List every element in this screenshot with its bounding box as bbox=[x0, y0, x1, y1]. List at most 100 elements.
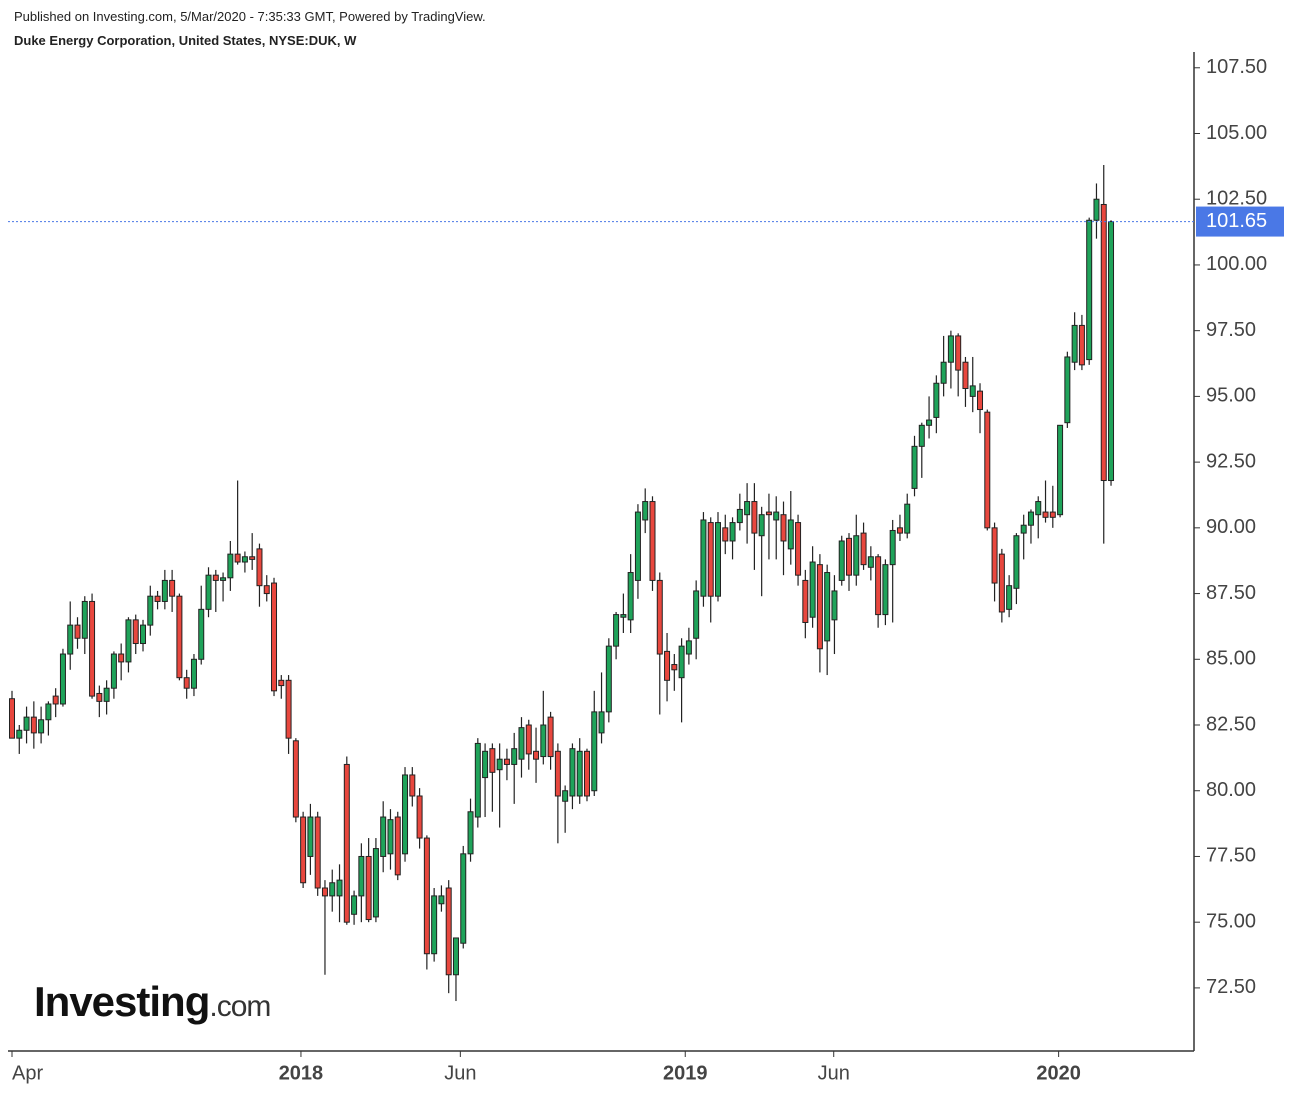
logo-main: Investing bbox=[34, 978, 209, 1025]
candle-body bbox=[569, 748, 576, 797]
candle-body bbox=[1100, 203, 1107, 482]
candle-body bbox=[336, 879, 343, 897]
y-tick-label: 95.00 bbox=[1206, 385, 1256, 407]
logo: Investing.com bbox=[34, 978, 270, 1025]
candle-body bbox=[1108, 221, 1115, 482]
y-tick-label: 72.50 bbox=[1206, 976, 1256, 998]
candle-body bbox=[613, 614, 620, 647]
candle-body bbox=[525, 724, 532, 755]
candle-body bbox=[846, 537, 853, 576]
candle-body bbox=[1086, 219, 1093, 361]
candle-body bbox=[787, 519, 794, 550]
candle-body bbox=[642, 501, 649, 521]
candle-body bbox=[220, 577, 227, 581]
candle-body bbox=[824, 572, 831, 642]
x-tick-label: Jun bbox=[818, 1062, 850, 1084]
candle-body bbox=[234, 553, 241, 563]
candle-body bbox=[962, 361, 969, 390]
candle-body bbox=[45, 703, 52, 721]
candle-body bbox=[896, 527, 903, 534]
candle-body bbox=[751, 501, 758, 534]
candle-body bbox=[474, 742, 481, 818]
candle-body bbox=[445, 887, 452, 976]
candle-body bbox=[81, 600, 88, 639]
y-tick-label: 102.50 bbox=[1206, 188, 1267, 210]
candle-body bbox=[634, 511, 641, 581]
candle-body bbox=[125, 619, 132, 663]
candle-body bbox=[372, 848, 379, 918]
candle-body bbox=[598, 711, 605, 734]
candle-body bbox=[765, 511, 772, 516]
candle-body bbox=[59, 653, 66, 705]
candle-body bbox=[707, 522, 714, 597]
x-tick-label: Apr bbox=[12, 1062, 43, 1084]
candle-body bbox=[911, 445, 918, 489]
candle-body bbox=[96, 692, 103, 702]
candle-body bbox=[1049, 511, 1056, 518]
candle-body bbox=[489, 748, 496, 773]
candle-body bbox=[380, 816, 387, 857]
candle-body bbox=[671, 664, 678, 671]
candle-body bbox=[554, 750, 561, 797]
candle-body bbox=[292, 740, 299, 818]
candle-body bbox=[169, 579, 176, 597]
candle-body bbox=[1027, 511, 1034, 526]
candle-body bbox=[969, 385, 976, 397]
candle-body bbox=[365, 855, 372, 921]
candle-body bbox=[802, 579, 809, 623]
y-tick-label: 105.00 bbox=[1206, 122, 1267, 144]
candle-body bbox=[263, 585, 270, 595]
candle-body bbox=[1042, 511, 1049, 518]
candle-body bbox=[496, 758, 503, 771]
candle-body bbox=[780, 514, 787, 542]
y-tick-label: 87.50 bbox=[1206, 582, 1256, 604]
candle-body bbox=[540, 724, 547, 758]
x-tick-label: 2018 bbox=[279, 1062, 324, 1084]
candle-body bbox=[212, 574, 219, 581]
candle-body bbox=[329, 882, 336, 897]
candle-body bbox=[649, 501, 656, 581]
candle-body bbox=[838, 540, 845, 581]
candle-body bbox=[744, 501, 751, 516]
candle-body bbox=[955, 335, 962, 371]
candle-body bbox=[583, 750, 590, 797]
y-tick-label: 90.00 bbox=[1206, 516, 1256, 538]
last-price-box bbox=[1196, 206, 1284, 237]
candle-body bbox=[52, 695, 59, 705]
candle-body bbox=[438, 895, 445, 905]
candle-body bbox=[831, 590, 838, 621]
candle-body bbox=[1078, 324, 1085, 366]
candle-body bbox=[198, 608, 205, 660]
candle-body bbox=[1013, 535, 1020, 589]
y-tick-label: 107.50 bbox=[1206, 56, 1267, 78]
x-tick-label: Jun bbox=[444, 1062, 476, 1084]
candle-body bbox=[860, 532, 867, 566]
candle-body bbox=[1006, 585, 1013, 610]
candle-body bbox=[678, 645, 685, 679]
candle-body bbox=[118, 653, 125, 663]
candle-body bbox=[664, 650, 671, 681]
candle-body bbox=[816, 564, 823, 650]
candle-body bbox=[321, 887, 328, 897]
candle-body bbox=[74, 624, 81, 639]
candle-body bbox=[991, 527, 998, 584]
candle-body bbox=[314, 816, 321, 889]
candle-body bbox=[183, 677, 190, 689]
candle-body bbox=[685, 640, 692, 655]
candle-body bbox=[110, 653, 117, 689]
candle-body bbox=[867, 556, 874, 568]
candle-body bbox=[16, 729, 23, 739]
candle-body bbox=[409, 774, 416, 797]
candle-body bbox=[394, 816, 401, 876]
candle-body bbox=[351, 895, 358, 915]
candle-body bbox=[1057, 424, 1064, 516]
candle-body bbox=[722, 527, 729, 542]
candle-body bbox=[147, 595, 154, 626]
candle-body bbox=[402, 774, 409, 855]
candle-body bbox=[30, 716, 37, 734]
candle-body bbox=[271, 582, 278, 692]
symbol-title: Duke Energy Corporation, United States, … bbox=[14, 33, 357, 48]
candle-body bbox=[714, 522, 721, 597]
candle-body bbox=[190, 658, 197, 689]
